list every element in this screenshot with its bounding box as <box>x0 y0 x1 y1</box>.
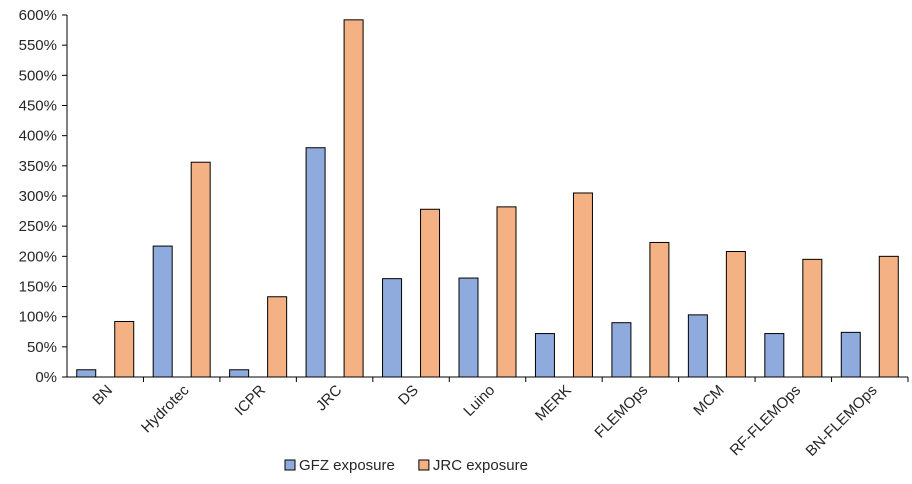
bar-gfz-exposure-icpr <box>229 369 250 378</box>
x-category-label: BN-FLEMOps <box>803 382 881 460</box>
bar-jrc-exposure-ds <box>420 208 441 378</box>
x-category-label: FLEMOps <box>591 382 651 442</box>
axes-layer <box>62 14 909 382</box>
legend-label-jrc-exposure: JRC exposure <box>433 457 528 474</box>
x-category-label: RF-FLEMOps <box>727 382 804 459</box>
y-tick-label: 150% <box>19 279 57 296</box>
legend-swatch-gfz-exposure <box>284 459 296 471</box>
bar-gfz-exposure-mcm <box>687 314 708 378</box>
y-tick-label: 400% <box>19 128 57 145</box>
x-category-label: MERK <box>532 382 575 425</box>
bar-jrc-exposure-bn <box>114 320 135 378</box>
x-category-label: Luino <box>460 382 498 420</box>
bar-jrc-exposure-rf-flemops <box>802 258 823 378</box>
bar-jrc-exposure-hydrotec <box>190 161 211 378</box>
y-tick-label: 50% <box>27 339 57 356</box>
y-tick-label: 0% <box>35 369 57 386</box>
legend: GFZ exposure JRC exposure <box>284 457 528 474</box>
bar-jrc-exposure-icpr <box>267 296 288 378</box>
y-tick-label: 450% <box>19 98 57 115</box>
legend-label-gfz-exposure: GFZ exposure <box>299 457 395 474</box>
bars-layer <box>76 19 899 378</box>
y-tick-label: 550% <box>19 37 57 54</box>
bar-jrc-exposure-flemops <box>649 241 670 378</box>
bar-gfz-exposure-bn <box>76 369 97 378</box>
bar-jrc-exposure-mcm <box>725 251 746 378</box>
bar-gfz-exposure-ds <box>382 278 403 378</box>
y-tick-labels: 0% 50% 100% 150% 200% 250% 300% 350% 400% 450% 500… <box>19 7 57 386</box>
bar-gfz-exposure-bn-flemops <box>840 331 861 378</box>
legend-swatch-jrc-exposure <box>418 459 430 471</box>
y-tick-label: 350% <box>19 158 57 175</box>
bar-jrc-exposure-merk <box>572 192 593 378</box>
bar-gfz-exposure-hydrotec <box>152 245 173 378</box>
bar-gfz-exposure-merk <box>534 333 555 378</box>
bar-gfz-exposure-luino <box>458 277 479 378</box>
y-tick-label: 600% <box>19 7 57 24</box>
y-tick-label: 300% <box>19 188 57 205</box>
x-category-label: BN <box>89 382 116 409</box>
x-category-label: ICPR <box>232 382 269 419</box>
bar-jrc-exposure-jrc <box>343 19 364 378</box>
bar-jrc-exposure-bn-flemops <box>878 255 899 378</box>
x-category-label: JRC <box>313 382 346 415</box>
bar-jrc-exposure-luino <box>496 206 517 378</box>
y-tick-label: 250% <box>19 218 57 235</box>
x-category-label: DS <box>395 382 422 409</box>
y-tick-label: 500% <box>19 67 57 84</box>
bar-gfz-exposure-rf-flemops <box>764 333 785 378</box>
bar-gfz-exposure-flemops <box>611 322 632 378</box>
x-tick-labels: BN Hydrotec ICPR JRC DS Luino MERK FLEMOps MCM RF… <box>89 381 880 459</box>
y-tick-label: 100% <box>19 309 57 326</box>
x-category-label: MCM <box>690 382 727 419</box>
bar-gfz-exposure-jrc <box>305 147 326 378</box>
y-tick-label: 200% <box>19 248 57 265</box>
x-category-label: Hydrotec <box>138 381 193 436</box>
